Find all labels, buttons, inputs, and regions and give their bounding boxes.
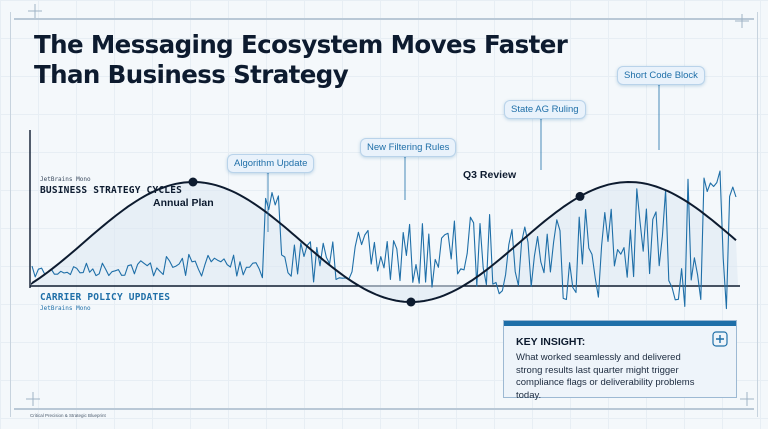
insight-body: What worked seamlessly and delivered str… (516, 352, 695, 401)
callout-short-code-block: Short Code Block (617, 66, 705, 85)
annual-plan-label: Annual Plan (153, 197, 214, 209)
frame-right-rule (757, 12, 758, 417)
insight-heading: KEY INSIGHT: (516, 336, 586, 348)
insight-accent-bar (504, 321, 736, 326)
business-cycles-label: BUSINESS STRATEGY CYCLES (40, 185, 183, 196)
business-cycle-line (31, 180, 737, 304)
callout-algorithm-update: Algorithm Update (227, 154, 315, 173)
q3-review-marker (575, 191, 585, 201)
trough-marker (406, 297, 416, 307)
callout-new-filtering-rules: New Filtering Rules (360, 138, 457, 157)
crosshair-icon (740, 392, 754, 406)
callout-state-ag-ruling: State AG Ruling (504, 100, 586, 119)
frame-bottom-rule (14, 408, 754, 410)
key-insight-panel: KEY INSIGHT: What worked seamlessly and … (503, 320, 737, 401)
title-line-2: Than Business Strategy (34, 60, 349, 89)
crosshair-icon (28, 4, 42, 18)
plus-badge-icon (712, 331, 728, 347)
crosshair-icon (735, 14, 749, 28)
carrier-policy-line (31, 170, 737, 310)
title-line-1: The Messaging Ecosystem Moves Faster (34, 30, 568, 59)
frame-left-rule (10, 12, 11, 417)
q3-review-label: Q3 Review (463, 169, 517, 181)
frame-top-rule (14, 18, 754, 20)
annual-plan-marker (188, 177, 198, 187)
carrier-updates-label: CARRIER POLICY UPDATES (40, 292, 171, 303)
carrier-font-note: JetBrains Mono (40, 305, 91, 312)
footer-caption: Critical Precision & Strategic Blueprint (30, 413, 106, 418)
crosshair-icon (26, 392, 40, 406)
page-title: The Messaging Ecosystem Moves Faster Tha… (34, 30, 568, 90)
business-font-note: JetBrains Mono (40, 176, 91, 183)
